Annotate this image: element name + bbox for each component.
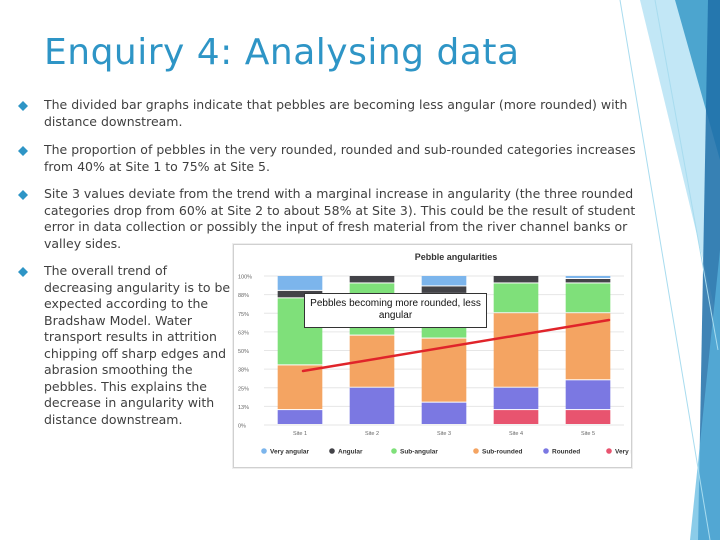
diamond-bullet-icon xyxy=(18,190,28,200)
legend-marker xyxy=(606,448,612,454)
bar-segment xyxy=(565,313,611,380)
bar-segment xyxy=(421,286,467,293)
y-tick-label: 88% xyxy=(238,293,249,299)
diamond-bullet-icon xyxy=(18,146,28,156)
y-tick-label: 63% xyxy=(238,330,249,336)
legend-marker xyxy=(543,448,549,454)
legend-label: Very angular xyxy=(270,448,309,455)
legend-label: Sub-rounded xyxy=(482,448,522,455)
bar-segment xyxy=(349,387,395,424)
decorative-facets xyxy=(619,0,720,540)
y-tick-label: 100% xyxy=(238,275,252,281)
bar-segment xyxy=(277,290,323,298)
bar-segment xyxy=(565,278,611,283)
bullet-text: The proportion of pebbles in the very ro… xyxy=(44,142,636,174)
slide-title: Enquiry 4: Analysing data xyxy=(44,32,520,73)
x-tick-label: Site 5 xyxy=(581,431,595,437)
bar-segment xyxy=(277,410,323,424)
x-tick-label: Site 3 xyxy=(437,431,451,437)
x-tick-label: Site 4 xyxy=(509,431,523,437)
pebble-chart: Pebble angularities 0% 13% 25% 38% 50% 63% 75% 8… xyxy=(233,244,632,468)
legend-marker xyxy=(329,448,335,454)
bar-segment xyxy=(565,410,611,424)
bar-segment xyxy=(493,313,539,387)
legend-marker xyxy=(391,448,397,454)
legend-label: Very rounded xyxy=(615,448,631,455)
diamond-bullet-icon xyxy=(18,101,28,111)
x-tick-label: Site 1 xyxy=(293,431,307,437)
bullet-text: The divided bar graphs indicate that peb… xyxy=(44,97,628,129)
bar-segment xyxy=(565,276,611,278)
legend-marker xyxy=(473,448,479,454)
bullet-text: Site 3 values deviate from the trend wit… xyxy=(44,186,636,251)
bar-segment xyxy=(277,276,323,290)
bullet-item: The divided bar graphs indicate that peb… xyxy=(18,97,643,130)
bar-segment xyxy=(493,283,539,313)
x-tick-label: Site 2 xyxy=(365,431,379,437)
bar-segment xyxy=(349,335,395,387)
bar-segment xyxy=(421,402,467,424)
y-tick-label: 25% xyxy=(238,386,249,392)
bullet-text: The overall trend of decreasing angulari… xyxy=(44,263,231,427)
y-tick-label: 50% xyxy=(238,349,249,355)
bullet-item: The proportion of pebbles in the very ro… xyxy=(18,142,643,175)
bar-segment xyxy=(565,380,611,410)
trend-callout: Pebbles becoming more rounded, less angu… xyxy=(304,293,487,328)
stacked-bar-chart: Pebble angularities 0% 13% 25% 38% 50% 63% 75% 8… xyxy=(238,252,631,455)
bar-segment xyxy=(421,276,467,286)
bullet-item: The overall trend of decreasing angulari… xyxy=(18,263,232,428)
y-tick-label: 75% xyxy=(238,312,249,318)
bullet-item: Site 3 values deviate from the trend wit… xyxy=(18,186,643,252)
bar-segment xyxy=(349,276,395,283)
legend-label: Rounded xyxy=(552,448,580,455)
bar-segment xyxy=(493,410,539,424)
bar-segment xyxy=(421,338,467,402)
y-tick-label: 13% xyxy=(238,405,249,411)
legend-label: Sub-angular xyxy=(400,448,438,455)
y-tick-label: 0% xyxy=(238,424,246,430)
bar-segment xyxy=(277,365,323,410)
legend-label: Angular xyxy=(338,448,363,455)
y-tick-label: 38% xyxy=(238,368,249,374)
legend-marker xyxy=(261,448,267,454)
diamond-bullet-icon xyxy=(18,267,28,277)
bar-segment xyxy=(493,276,539,283)
bar-segment xyxy=(565,283,611,313)
chart-title: Pebble angularities xyxy=(415,252,498,262)
bar-segment xyxy=(493,387,539,410)
